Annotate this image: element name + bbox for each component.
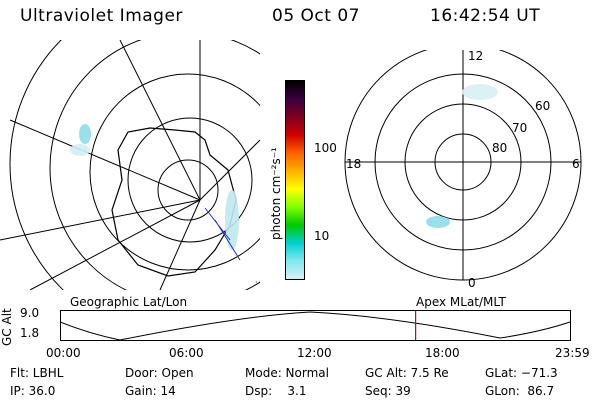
time-tick-1800: 18:00	[425, 346, 460, 360]
color-scale-bar	[285, 80, 305, 280]
apex-map-label: Apex MLat/MLT	[416, 295, 506, 309]
date-label: 05 Oct 07	[272, 6, 360, 26]
gain-status: Gain: 14	[125, 384, 176, 398]
door-status: Door: Open	[125, 366, 194, 380]
time-tick-2359: 23:59	[555, 346, 590, 360]
mlat-label-80: 80	[492, 141, 507, 155]
gc-alt-status: GC Alt: 7.5 Re	[365, 366, 449, 380]
mlat-label-70: 70	[512, 121, 527, 135]
apex-polar-plot: 12 18 6 0 60 70 80	[344, 50, 582, 290]
colorbar-tick-100: 100	[314, 141, 337, 155]
time-tick-0600: 06:00	[169, 346, 204, 360]
filter-status: Flt: LBHL	[10, 366, 64, 380]
ip-status: IP: 36.0	[10, 384, 56, 398]
svg-text:·: ·	[255, 278, 258, 287]
instrument-title: Ultraviolet Imager	[20, 6, 183, 26]
mlt-label-18: 18	[346, 157, 361, 171]
geographic-map: ·	[0, 40, 260, 290]
time-tick-1200: 12:00	[297, 346, 332, 360]
geo-map-label: Geographic Lat/Lon	[70, 295, 188, 309]
mlt-label-0: 0	[468, 276, 476, 290]
mlt-label-12: 12	[468, 50, 483, 63]
glat-status: GLat: −71.3	[485, 366, 558, 380]
dsp-status: Dsp: 3.1	[245, 384, 307, 398]
mlt-label-6: 6	[572, 157, 580, 171]
colorbar-tick-10: 10	[314, 229, 330, 243]
altitude-plot	[60, 310, 571, 341]
time-tick-0000: 00:00	[46, 346, 81, 360]
time-label: 16:42:54 UT	[430, 6, 541, 26]
glon-status: GLon: 86.7	[485, 384, 555, 398]
seq-status: Seq: 39	[365, 384, 411, 398]
gc-alt-tick-low: 1.8	[20, 326, 40, 340]
colorbar-unit-label: photon cm⁻²s⁻¹	[269, 147, 283, 240]
gc-alt-axis-label: GC Alt	[0, 308, 14, 346]
mode-status: Mode: Normal	[245, 366, 329, 380]
gc-alt-tick-high: 9.0	[20, 306, 40, 320]
mlat-label-60: 60	[535, 99, 550, 113]
